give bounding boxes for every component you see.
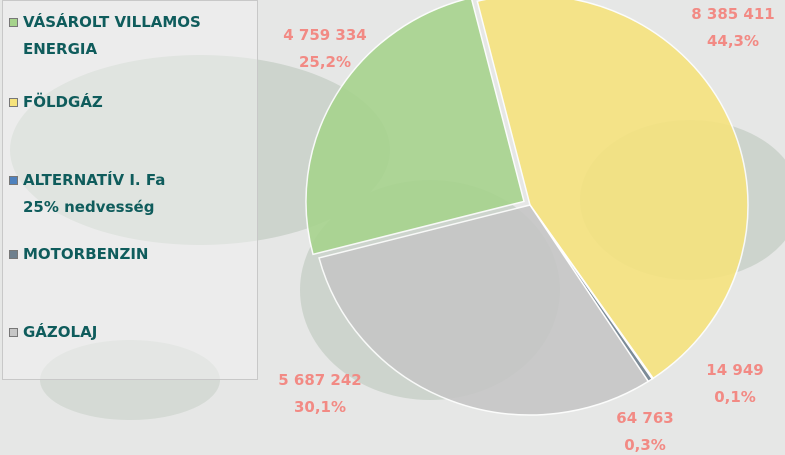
value-label: 64 763 (616, 409, 673, 427)
pie-slice (305, 0, 525, 256)
pie-slice (476, 0, 749, 380)
value-label: 14 949 (706, 361, 763, 379)
legend-item: FÖLDGÁZ (9, 89, 103, 116)
percent-label: 0,1% (714, 388, 756, 406)
legend-label: GÁZOLAJ (23, 323, 98, 341)
legend-swatch (9, 328, 18, 337)
legend-label: MOTORBENZIN (23, 245, 149, 263)
legend-swatch (9, 250, 18, 259)
value-label: 5 687 242 (278, 371, 362, 389)
pie (305, 0, 749, 416)
legend-swatch (9, 98, 18, 107)
percent-label: 25,2% (299, 53, 351, 71)
legend-swatch (9, 176, 18, 185)
value-label: 4 759 334 (283, 26, 367, 44)
legend: VÁSÁROLT VILLAMOS ENERGIA FÖLDGÁZ ALTERNAT… (2, 0, 258, 380)
legend-label: ALTERNATÍV I. Fa 25% nedvesség (23, 171, 166, 216)
value-label: 8 385 411 (691, 5, 775, 23)
percent-label: 44,3% (707, 32, 759, 50)
legend-swatch (9, 18, 18, 27)
legend-item: VÁSÁROLT VILLAMOS ENERGIA (9, 9, 201, 63)
legend-item: ALTERNATÍV I. Fa 25% nedvesség (9, 167, 165, 221)
legend-label: FÖLDGÁZ (23, 93, 103, 111)
pie-slice (318, 204, 650, 416)
legend-item: GÁZOLAJ (9, 319, 97, 346)
legend-item: MOTORBENZIN (9, 241, 148, 268)
legend-label: VÁSÁROLT VILLAMOS ENERGIA (23, 13, 201, 58)
percent-label: 30,1% (294, 398, 346, 416)
percent-label: 0,3% (624, 436, 666, 454)
